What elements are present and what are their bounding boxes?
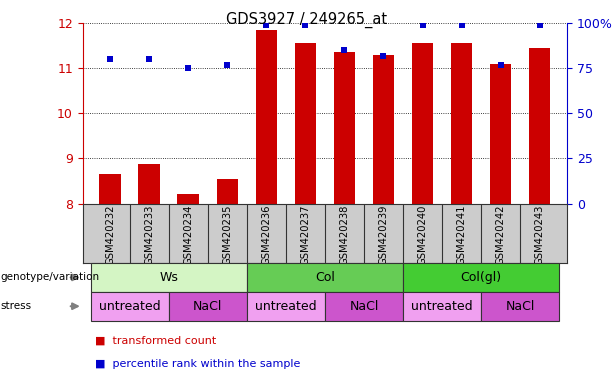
Text: untreated: untreated [99, 300, 161, 313]
Bar [169, 292, 247, 321]
Text: GSM420234: GSM420234 [183, 205, 193, 265]
Text: untreated: untreated [411, 300, 473, 313]
Bar [247, 292, 325, 321]
Point [379, 53, 389, 59]
Bar [177, 194, 199, 204]
Text: GSM420232: GSM420232 [105, 205, 115, 265]
Text: GDS3927 / 249265_at: GDS3927 / 249265_at [226, 12, 387, 28]
Text: genotype/variation: genotype/variation [0, 272, 99, 283]
Text: ■  transformed count: ■ transformed count [95, 336, 216, 346]
Text: Col: Col [315, 271, 335, 284]
Point [144, 56, 154, 62]
Bar [325, 292, 403, 321]
Bar [91, 292, 169, 321]
Text: GSM420239: GSM420239 [378, 205, 389, 265]
Point [457, 22, 466, 28]
Point [535, 22, 544, 28]
Bar [91, 263, 247, 292]
Bar [216, 179, 238, 204]
Bar [295, 43, 316, 204]
Text: NaCl: NaCl [193, 300, 223, 313]
Point [496, 61, 506, 68]
Text: Ws: Ws [159, 271, 178, 284]
Bar [247, 263, 403, 292]
Bar [481, 292, 559, 321]
Bar [490, 64, 511, 204]
Bar [403, 292, 481, 321]
Bar [256, 30, 277, 204]
Bar [333, 52, 355, 204]
Point [417, 22, 427, 28]
Bar [373, 55, 394, 204]
Text: Col(gl): Col(gl) [460, 271, 501, 284]
Point [105, 56, 115, 62]
Point [223, 61, 232, 68]
Bar [403, 263, 559, 292]
Bar [412, 43, 433, 204]
Bar [139, 164, 160, 204]
Bar [451, 43, 473, 204]
Point [261, 22, 271, 28]
Text: GSM420243: GSM420243 [535, 205, 545, 265]
Text: GSM420241: GSM420241 [457, 205, 466, 265]
Point [300, 22, 310, 28]
Point [340, 47, 349, 53]
Bar [529, 48, 550, 204]
Text: GSM420237: GSM420237 [300, 205, 310, 265]
Text: untreated: untreated [255, 300, 317, 313]
Text: GSM420240: GSM420240 [417, 205, 427, 265]
Text: ■  percentile rank within the sample: ■ percentile rank within the sample [95, 359, 300, 369]
Text: GSM420236: GSM420236 [261, 205, 272, 265]
Text: GSM420238: GSM420238 [340, 205, 349, 265]
Text: GSM420233: GSM420233 [144, 205, 154, 265]
Text: NaCl: NaCl [506, 300, 535, 313]
Text: GSM420242: GSM420242 [496, 205, 506, 265]
Bar [99, 174, 121, 204]
Text: NaCl: NaCl [349, 300, 379, 313]
Text: GSM420235: GSM420235 [223, 205, 232, 265]
Point [183, 65, 193, 71]
Text: stress: stress [0, 301, 31, 311]
